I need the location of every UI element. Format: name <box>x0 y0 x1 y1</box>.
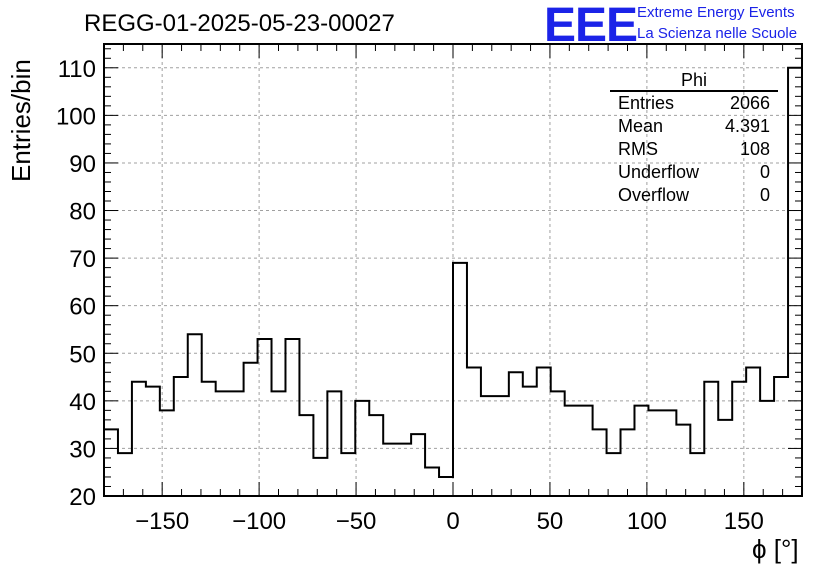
x-tick-label: −50 <box>336 508 377 535</box>
y-tick-label: 20 <box>69 484 96 511</box>
y-tick-label: 30 <box>69 436 96 463</box>
histogram-bin <box>341 453 355 496</box>
histogram-bin <box>621 429 635 496</box>
histogram-bin <box>648 410 662 496</box>
histogram-bin <box>676 425 690 496</box>
stats-row-underflow: Underflow 0 <box>610 161 778 184</box>
tick-labels: −150 −100 −50 0 50 100 150 20 30 40 50 60 70 80 90 100 1… <box>56 56 764 535</box>
x-tick-label: 0 <box>446 508 459 535</box>
histogram-bin <box>509 372 523 496</box>
histogram-bin <box>467 368 481 496</box>
stats-label: Overflow <box>618 185 690 205</box>
histogram-bin <box>565 406 579 496</box>
histogram-bin <box>383 444 397 496</box>
stats-row-entries: Entries 2066 <box>610 92 778 115</box>
histogram-bin <box>425 467 439 496</box>
y-tick-label: 90 <box>69 151 96 178</box>
x-tick-label: 150 <box>724 508 764 535</box>
histogram-bin <box>188 334 202 496</box>
y-tick-label: 110 <box>58 56 96 83</box>
y-tick-label: 80 <box>69 199 96 226</box>
stats-title: Phi <box>610 70 778 92</box>
y-tick-label: 60 <box>69 294 96 321</box>
stats-label: Entries <box>618 93 675 113</box>
stats-label: RMS <box>618 139 658 159</box>
logo-line-2: La Scienza nelle Scuole <box>637 25 798 42</box>
histogram-bin <box>202 382 216 496</box>
histogram-bin <box>411 434 425 496</box>
histogram-bin <box>690 453 704 496</box>
x-tick-label: −150 <box>135 508 189 535</box>
histogram-bin <box>146 387 160 496</box>
chart-title: REGG-01-2025-05-23-00027 <box>84 10 395 37</box>
stats-value: 2066 <box>729 93 770 113</box>
stats-row-mean: Mean 4.391 <box>610 115 778 138</box>
stats-value: 0 <box>759 185 770 205</box>
x-tick-label: 100 <box>627 508 667 535</box>
histogram-bin <box>313 458 327 496</box>
histogram-bin <box>369 415 383 496</box>
stats-value: 4.391 <box>724 116 770 136</box>
eee-logo: EEE <box>544 0 638 52</box>
histogram-bin <box>746 368 760 496</box>
histogram-bin <box>607 453 621 496</box>
histogram-bin <box>230 391 244 496</box>
histogram-bin <box>397 444 411 496</box>
histogram-bin <box>244 363 258 496</box>
histogram-bin <box>774 377 788 496</box>
histogram-bin <box>788 68 802 496</box>
x-axis-label: ϕ [°] <box>752 534 799 564</box>
histogram-bin <box>634 406 648 496</box>
y-tick-label: 50 <box>69 341 96 368</box>
stats-row-rms: RMS 108 <box>610 138 778 161</box>
histogram-bin <box>551 391 565 496</box>
histogram-bin <box>662 410 676 496</box>
histogram-bin <box>299 415 313 496</box>
stats-value: 0 <box>759 162 770 182</box>
histogram-bin <box>481 396 495 496</box>
histogram-bin <box>593 429 607 496</box>
histogram-bin <box>118 453 132 496</box>
histogram-bin <box>216 391 230 496</box>
logo-line-1: Extreme Energy Events <box>637 4 795 21</box>
histogram-bin <box>523 387 537 496</box>
histogram-bin <box>495 396 509 496</box>
y-tick-label: 40 <box>69 389 96 416</box>
histogram-bin <box>760 401 774 496</box>
y-axis-label: Entries/bin <box>6 59 36 182</box>
x-tick-label: 50 <box>537 508 564 535</box>
histogram-bin <box>132 382 146 496</box>
stats-row-overflow: Overflow 0 <box>610 184 778 207</box>
stats-label: Underflow <box>618 162 700 182</box>
x-tick-label: −100 <box>232 508 286 535</box>
stats-label: Mean <box>618 116 664 136</box>
histogram-bin <box>272 391 286 496</box>
histogram-bin <box>718 420 732 496</box>
stats-value: 108 <box>739 139 770 159</box>
histogram-outline <box>104 66 803 496</box>
histogram-bin <box>258 339 272 496</box>
histogram-bin <box>285 339 299 496</box>
histogram-bin <box>453 263 467 496</box>
stats-box: Phi Entries 2066 Mean 4.391 RMS 108 Unde… <box>610 70 778 207</box>
histogram-bin <box>704 382 718 496</box>
histogram-bin <box>732 382 746 496</box>
histogram-bin <box>439 477 453 496</box>
histogram-bin <box>537 368 551 496</box>
histogram-bin <box>327 391 341 496</box>
histogram-bin <box>174 377 188 496</box>
y-tick-label: 100 <box>56 103 96 130</box>
histogram-bars <box>104 66 803 496</box>
axes <box>103 43 803 497</box>
y-tick-label: 70 <box>69 246 96 273</box>
histogram-bin <box>579 406 593 496</box>
histogram-bin <box>355 401 369 496</box>
